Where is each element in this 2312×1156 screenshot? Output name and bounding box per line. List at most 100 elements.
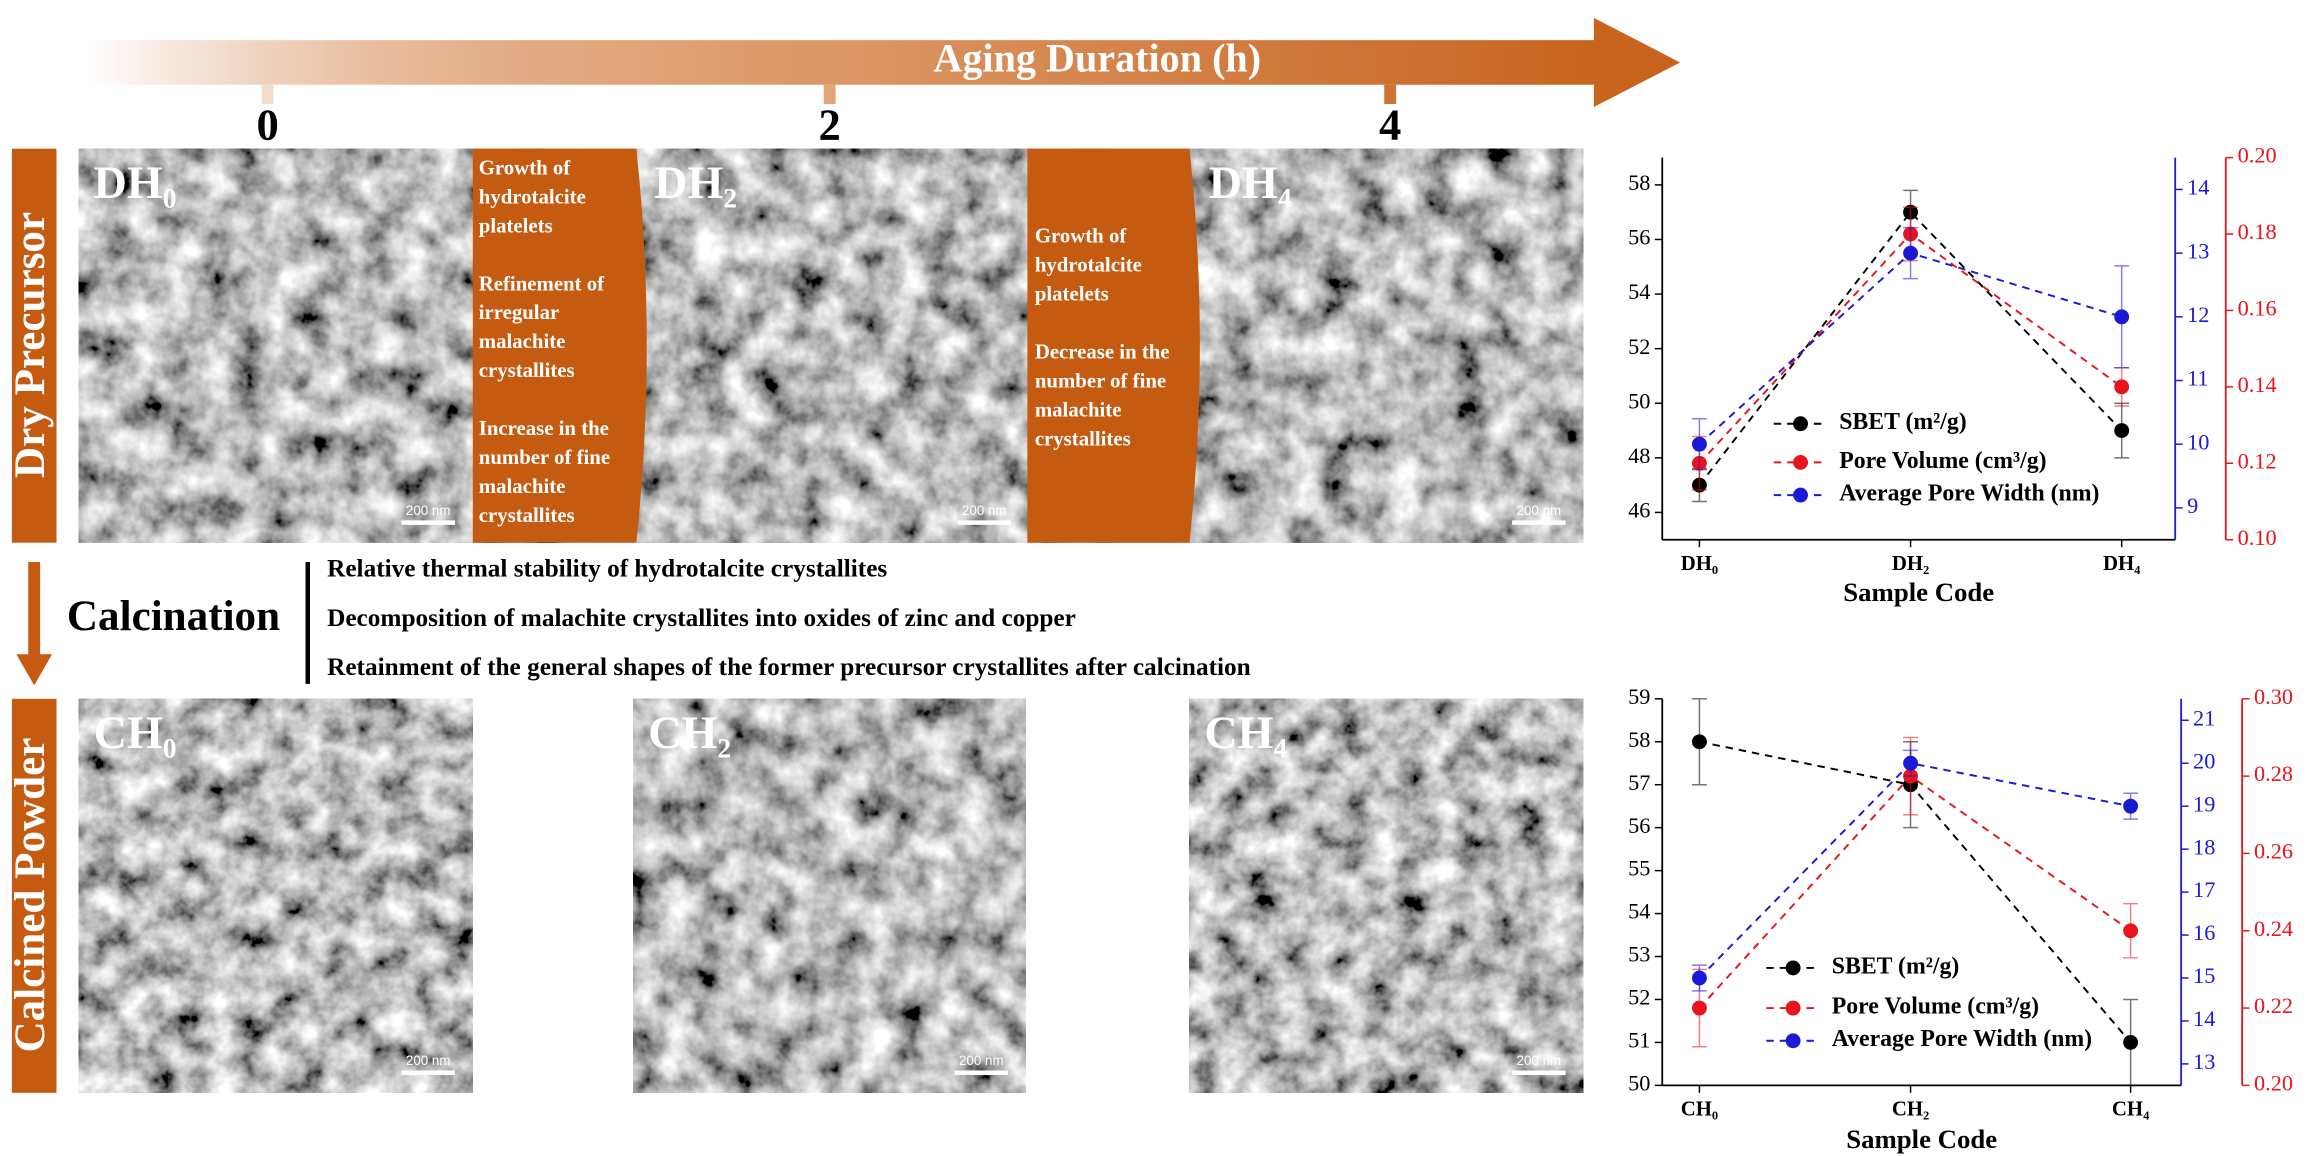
tick-label: 0.20 xyxy=(2254,1071,2293,1096)
legend-marker xyxy=(1785,1000,1801,1016)
calcination-point: Retainment of the general shapes of the … xyxy=(327,653,1251,681)
legend-label: Pore Volume (cm³/g) xyxy=(1832,994,2039,1020)
callout-text: crystallites xyxy=(479,358,575,382)
tick-label: 56 xyxy=(1628,813,1650,838)
side-band xyxy=(11,148,57,543)
callout-text: malachite xyxy=(479,474,566,498)
callout-text: Refinement of xyxy=(479,271,605,295)
legend-label: SBET (m²/g) xyxy=(1832,953,1960,979)
time-label: 0 xyxy=(256,100,278,150)
tick-label: 0.14 xyxy=(2238,372,2277,397)
scale-bar xyxy=(401,520,455,525)
tick-label: 13 xyxy=(2187,238,2209,263)
callout-text: Growth of xyxy=(1035,224,1128,248)
tick-label: 58 xyxy=(1628,170,1650,195)
legend-marker xyxy=(1793,454,1808,470)
x-tick-label: DH₂ xyxy=(1892,551,1929,575)
tick-label: 0.12 xyxy=(2238,448,2277,473)
callout-text: hydrotalcite xyxy=(479,184,586,208)
callout-text: platelets xyxy=(1035,282,1109,306)
callout-box xyxy=(1027,148,1200,543)
tick-label: 17 xyxy=(2193,877,2215,902)
data-point xyxy=(2123,798,2139,814)
legend-marker xyxy=(1793,487,1808,503)
legend-label: Average Pore Width (nm) xyxy=(1839,481,2099,507)
aging-title: Aging Duration (h) xyxy=(933,36,1261,81)
scale-bar xyxy=(957,520,1012,525)
down-arrow xyxy=(28,562,41,658)
tick-label: 54 xyxy=(1628,279,1650,304)
tick-label: 0.18 xyxy=(2238,219,2277,244)
time-label: 2 xyxy=(818,100,840,150)
tick-label: 57 xyxy=(1628,770,1650,795)
x-axis-label: Sample Code xyxy=(1846,1124,1997,1154)
x-tick-label: DH₀ xyxy=(1681,551,1718,575)
scale-label: 200 nm xyxy=(406,503,451,518)
tick-label: 46 xyxy=(1628,498,1650,523)
data-point xyxy=(2123,1034,2139,1050)
tick-label: 58 xyxy=(1628,727,1650,752)
callout-text: Growth of xyxy=(479,155,572,179)
side-label: Dry Precursor xyxy=(7,212,54,478)
scale-label: 200 nm xyxy=(1517,1053,1562,1068)
callout-box xyxy=(472,148,647,543)
sem-image xyxy=(78,148,1584,543)
tick-label: 0.16 xyxy=(2238,296,2277,321)
data-point xyxy=(2114,423,2130,438)
callout-text: crystallites xyxy=(479,503,575,527)
scale-label: 200 nm xyxy=(959,1053,1004,1068)
time-tick xyxy=(261,84,274,105)
callout-text: malachite xyxy=(1035,398,1122,422)
image-label: CH₄ xyxy=(1204,707,1287,758)
x-axis-label: Sample Code xyxy=(1843,577,1994,607)
tick-label: 0.26 xyxy=(2254,839,2293,864)
sem-image xyxy=(78,698,473,1093)
callout-text: Decrease in the xyxy=(1035,340,1170,364)
scale-bar xyxy=(401,1070,455,1075)
callout-text: malachite xyxy=(479,329,566,353)
tick-label: 50 xyxy=(1628,388,1650,413)
calcination-point: Decomposition of malachite crystallites … xyxy=(327,604,1076,632)
tick-label: 10 xyxy=(2187,429,2209,454)
tick-label: 0.10 xyxy=(2238,525,2277,550)
image-label: CH₂ xyxy=(648,707,731,758)
tick-label: 52 xyxy=(1628,334,1650,359)
legend-marker xyxy=(1785,960,1801,976)
legend-label: Average Pore Width (nm) xyxy=(1832,1026,2092,1052)
tick-label: 0.28 xyxy=(2254,761,2293,786)
tick-label: 18 xyxy=(2193,834,2215,859)
tick-label: 51 xyxy=(1628,1028,1650,1053)
callout-text: hydrotalcite xyxy=(1035,253,1142,277)
x-tick-label: CH₂ xyxy=(1892,1096,1929,1120)
tick-label: 0.20 xyxy=(2238,143,2277,168)
tick-label: 13 xyxy=(2193,1049,2215,1074)
data-point xyxy=(1691,1000,1707,1016)
scale-bar xyxy=(954,1070,1009,1075)
down-arrow-head xyxy=(16,654,53,686)
data-point xyxy=(1903,755,1918,771)
tick-label: 14 xyxy=(2187,175,2209,200)
tick-label: 15 xyxy=(2193,963,2215,988)
legend-marker xyxy=(1785,1033,1801,1049)
x-tick-label: CH₀ xyxy=(1681,1096,1718,1120)
data-point xyxy=(1903,245,1918,261)
data-point xyxy=(1691,970,1707,986)
callout-text: crystallites xyxy=(1035,427,1131,451)
tick-label: 54 xyxy=(1628,899,1650,924)
x-tick-label: CH₄ xyxy=(2112,1096,2150,1120)
data-point xyxy=(1691,734,1707,750)
legend-label: SBET (m²/g) xyxy=(1839,409,1967,435)
x-tick-label: DH₄ xyxy=(2103,551,2141,575)
scale-label: 200 nm xyxy=(1517,503,1562,518)
scale-label: 200 nm xyxy=(406,1053,451,1068)
time-tick xyxy=(823,84,836,105)
tick-label: 56 xyxy=(1628,225,1650,250)
image-label: CH₀ xyxy=(94,707,177,758)
scale-bar xyxy=(1512,1070,1566,1075)
tick-label: 0.24 xyxy=(2254,916,2293,941)
data-point xyxy=(2123,923,2139,939)
sem-image xyxy=(1189,698,1584,1093)
image-label: DH₂ xyxy=(654,157,737,208)
